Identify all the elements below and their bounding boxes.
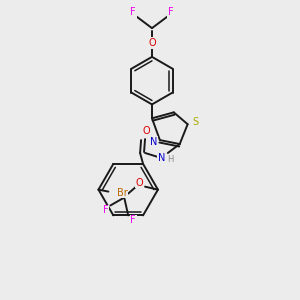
Text: N: N [150,137,158,147]
Text: O: O [135,178,143,188]
Text: F: F [130,7,136,17]
Text: O: O [148,38,156,48]
Text: F: F [130,215,136,225]
Text: O: O [142,126,150,136]
Text: N: N [158,153,166,163]
Text: F: F [103,206,108,215]
Text: S: S [193,117,199,127]
Text: Br: Br [117,188,128,198]
Text: F: F [168,7,174,17]
Text: H: H [168,155,174,164]
